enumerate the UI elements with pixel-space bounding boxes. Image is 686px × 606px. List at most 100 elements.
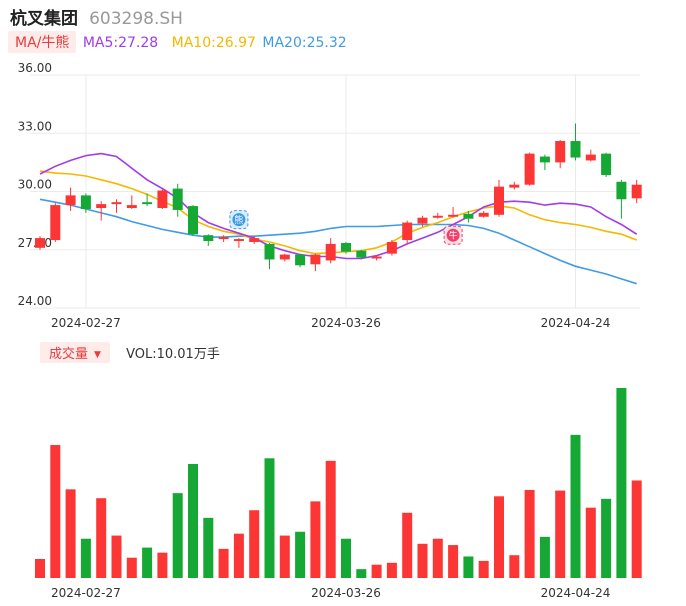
volume-bar — [494, 496, 504, 578]
candle-body — [264, 243, 275, 260]
volume-bar — [279, 535, 290, 578]
candle — [35, 236, 45, 250]
ma-legend: MA/牛熊 MA5:27.28 MA10:26.97 MA20:25.32 — [8, 31, 347, 53]
candle — [371, 255, 382, 261]
volume-bar — [417, 543, 428, 578]
candle — [432, 212, 443, 219]
candle — [356, 249, 367, 260]
volume-bar — [50, 445, 61, 578]
volume-bar — [386, 562, 397, 578]
ma20-label: MA20:25.32 — [262, 35, 347, 51]
volume-bar — [539, 536, 550, 578]
volume-bar — [616, 388, 627, 578]
candle — [585, 149, 596, 162]
volume-bar — [570, 434, 581, 578]
marker-dot — [232, 213, 246, 227]
volume-bar — [65, 489, 76, 578]
y-tick-label: 24.00 — [18, 294, 52, 308]
volume-bar — [448, 545, 459, 578]
bull-badge-icon: 牛 — [443, 225, 463, 245]
candle — [478, 210, 489, 218]
candle — [310, 253, 321, 272]
x-tick-label: 2024-04-24 — [541, 586, 611, 600]
volume-bar — [310, 501, 321, 578]
candle — [539, 154, 550, 171]
candle-body — [616, 181, 627, 200]
ma-selector-button[interactable]: MA/牛熊 — [8, 31, 77, 53]
candle-body — [310, 254, 321, 265]
candle-body — [80, 195, 91, 209]
candle — [417, 215, 428, 227]
candle — [555, 140, 566, 169]
candle — [203, 234, 214, 246]
volume-bar — [111, 535, 122, 578]
x-tick-label: 2024-04-24 — [541, 316, 611, 330]
volume-selector-button[interactable]: 成交量 ▼ — [40, 342, 110, 363]
ma20-line — [39, 198, 637, 285]
candle-body — [295, 254, 306, 266]
volume-bar — [631, 480, 642, 578]
candle-body — [126, 205, 137, 209]
candle-body — [524, 153, 535, 185]
candle-body — [249, 238, 260, 242]
volume-bar — [218, 548, 229, 578]
candle-body — [188, 206, 198, 235]
candle-body — [463, 213, 474, 219]
marker-dot — [446, 228, 460, 242]
candle-body — [539, 156, 550, 163]
stock-title: 杭叉集团 603298.SH — [10, 4, 183, 29]
volume-bar — [157, 552, 168, 578]
volume-bar — [509, 555, 520, 578]
candle — [448, 207, 459, 218]
y-tick-label: 36.00 — [18, 61, 52, 75]
candle — [386, 240, 397, 256]
volume-bar — [172, 493, 183, 578]
x-tick-label: 2024-03-26 — [311, 316, 381, 330]
volume-bar — [203, 517, 214, 578]
candle — [524, 152, 535, 186]
candle — [218, 235, 229, 242]
volume-bar — [601, 498, 612, 578]
bear-badge-icon: 熊 — [229, 210, 249, 230]
candle — [80, 193, 91, 213]
candle — [402, 220, 413, 244]
volume-bar — [80, 538, 91, 578]
candle-body — [555, 141, 566, 163]
volume-bar — [126, 557, 137, 578]
marker-label: 熊 — [234, 214, 243, 226]
candle-body — [631, 184, 642, 199]
y-tick-label: 30.00 — [18, 178, 52, 192]
candle-body — [494, 186, 504, 215]
volume-bar — [35, 559, 45, 578]
stock-name: 杭叉集团 — [10, 9, 78, 29]
candle — [142, 193, 153, 207]
volume-bar — [142, 547, 153, 578]
volume-bar — [295, 531, 306, 578]
volume-bar — [463, 556, 474, 578]
volume-selector-label: 成交量 — [49, 347, 89, 362]
ma5-line — [39, 152, 638, 260]
volume-bar — [555, 490, 566, 578]
candle-body — [585, 154, 596, 161]
candle-body — [279, 254, 290, 260]
candle-body — [172, 188, 183, 210]
ma10-line — [39, 170, 637, 255]
volume-bar — [96, 498, 107, 578]
candle — [601, 152, 612, 177]
candle — [249, 236, 260, 244]
candle — [264, 242, 275, 270]
candle — [463, 210, 474, 223]
candle-body — [142, 202, 153, 205]
candle-body — [371, 256, 382, 259]
candle-body — [386, 241, 397, 254]
volume-bar — [524, 489, 535, 578]
volume-bar — [371, 564, 382, 578]
candle-body — [601, 153, 612, 175]
candle-body — [203, 235, 214, 242]
volume-bar — [325, 460, 336, 578]
candle — [50, 203, 61, 242]
candle — [570, 123, 581, 161]
candle-body — [478, 212, 489, 217]
marker-label: 牛 — [449, 230, 458, 242]
